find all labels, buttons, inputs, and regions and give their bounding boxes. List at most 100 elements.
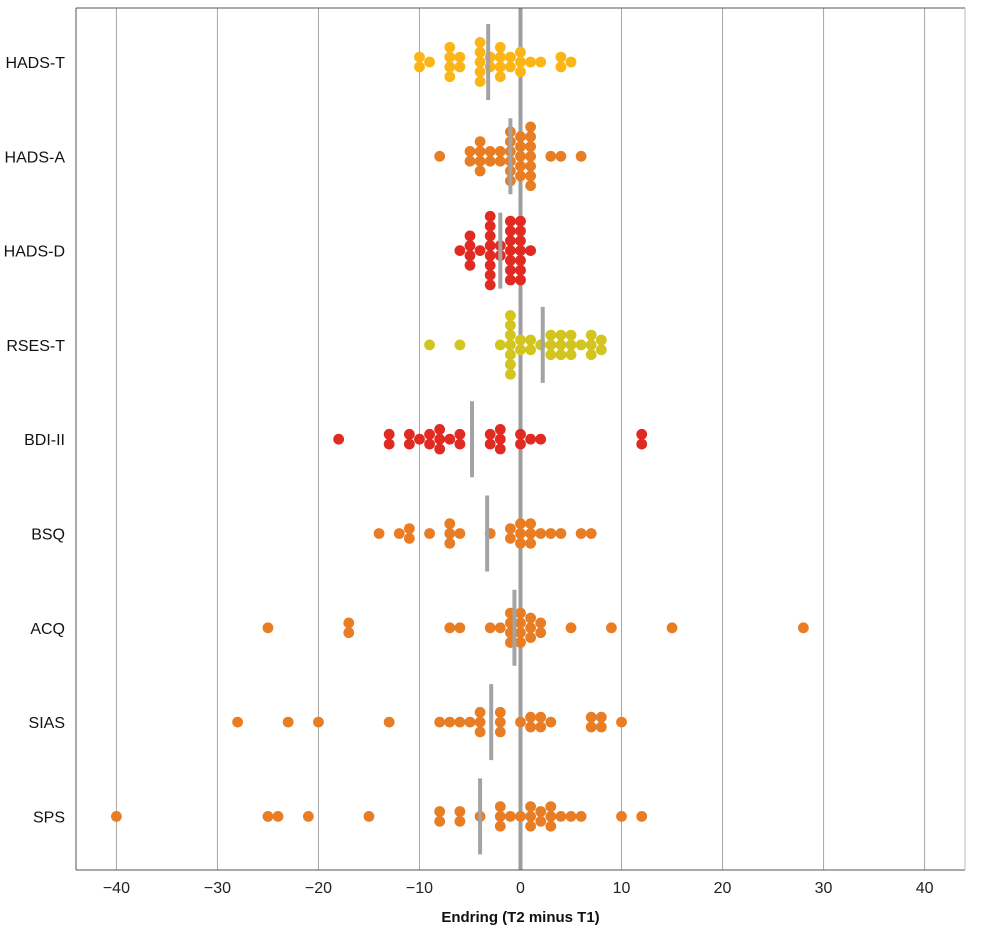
x-tick-label: −20: [305, 880, 332, 897]
data-point: [535, 528, 547, 539]
data-point: [535, 711, 547, 723]
data-point: [666, 622, 678, 634]
x-tick-label: −40: [103, 880, 130, 897]
data-point: [595, 334, 607, 346]
data-point: [515, 438, 526, 450]
data-point: [636, 438, 648, 450]
data-point: [525, 632, 537, 643]
data-point: [515, 46, 526, 58]
data-point: [464, 240, 476, 252]
data-point: [403, 523, 415, 534]
data-point: [525, 180, 537, 192]
data-point: [515, 225, 526, 237]
data-point: [494, 706, 506, 718]
data-point: [434, 443, 446, 455]
data-point: [403, 533, 415, 544]
data-point: [494, 51, 506, 63]
data-point: [636, 811, 648, 822]
data-point: [555, 349, 567, 361]
data-point: [474, 146, 486, 157]
data-point: [525, 711, 537, 723]
data-point: [515, 245, 526, 256]
data-point: [494, 433, 506, 445]
data-point: [504, 245, 516, 256]
data-point: [525, 528, 537, 539]
data-point: [424, 438, 435, 450]
data-point: [555, 339, 567, 351]
data-point: [464, 250, 476, 261]
x-tick-label: 10: [613, 880, 631, 897]
data-point: [484, 240, 496, 252]
data-point: [444, 622, 456, 634]
x-tick-label: 40: [916, 880, 934, 897]
data-point: [504, 215, 516, 227]
data-point: [474, 37, 486, 48]
data-point: [444, 41, 456, 53]
data-point: [525, 721, 537, 733]
data-point: [515, 131, 526, 143]
data-point: [494, 622, 506, 634]
data-point: [424, 528, 435, 539]
data-point: [606, 622, 617, 634]
data-point: [434, 716, 446, 728]
data-point: [504, 274, 516, 286]
grid-lines: [115, 8, 926, 870]
x-tick-labels: −40 −30 −20 −10 0 10 20 30 40: [103, 880, 934, 897]
category-label: HADS-A: [5, 149, 66, 166]
data-point: [545, 349, 557, 361]
data-point: [504, 235, 516, 247]
data-point: [515, 528, 526, 539]
data-point: [414, 61, 425, 73]
data-point: [494, 71, 506, 83]
data-point: [545, 528, 557, 539]
data-point: [525, 811, 537, 822]
data-point: [504, 349, 516, 361]
data-point: [454, 339, 466, 351]
data-point: [595, 711, 607, 723]
data-point: [575, 528, 587, 539]
data-point: [565, 56, 577, 68]
mean-markers: [470, 24, 545, 855]
data-point: [444, 51, 456, 63]
data-point: [444, 71, 456, 83]
data-point: [474, 66, 486, 78]
data-point: [484, 146, 496, 157]
data-point: [545, 820, 557, 832]
data-point: [504, 368, 516, 380]
data-point: [525, 518, 537, 530]
data-point: [565, 622, 577, 634]
category-labels: HADS-T HADS-A HADS-D RSES-T BDI-II BSQ ACQ SIAS…: [4, 55, 66, 826]
data-point: [585, 528, 597, 539]
data-point: [484, 250, 496, 261]
data-point: [444, 433, 456, 445]
data-point: [515, 344, 526, 356]
category-label: SPS: [33, 809, 65, 826]
data-point: [535, 433, 547, 445]
data-point: [535, 806, 547, 817]
data-point: [565, 349, 577, 361]
data-point: [545, 801, 557, 812]
data-point: [434, 806, 446, 817]
data-point: [525, 170, 537, 182]
x-tick-label: 0: [516, 880, 525, 897]
data-point: [454, 815, 466, 827]
data-point: [494, 726, 506, 738]
data-point: [525, 245, 537, 256]
data-point: [343, 627, 355, 639]
data-point: [525, 121, 537, 133]
data-point: [494, 339, 506, 351]
data-point: [494, 443, 506, 455]
data-point: [504, 523, 516, 534]
data-point: [535, 617, 547, 629]
data-point: [454, 806, 466, 817]
data-point: [555, 61, 567, 73]
data-point: [454, 528, 466, 539]
data-point: [515, 617, 526, 629]
data-point: [565, 811, 577, 822]
data-point: [515, 607, 526, 619]
data-point: [515, 235, 526, 247]
data-point: [525, 160, 537, 172]
data-point: [515, 637, 526, 648]
data-point: [494, 820, 506, 832]
data-point: [575, 150, 587, 162]
